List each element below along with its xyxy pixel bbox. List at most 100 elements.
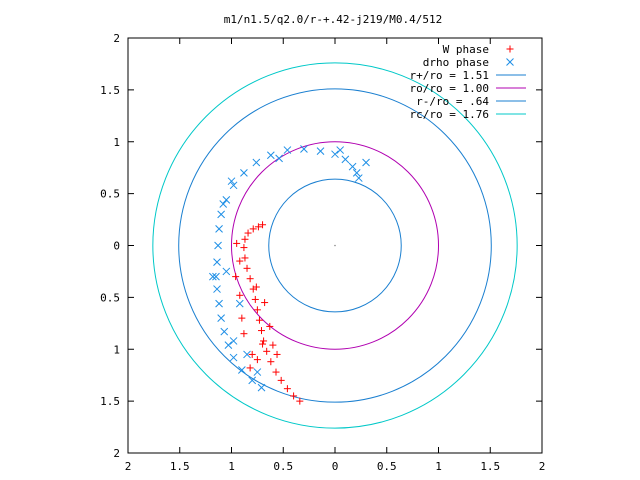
w-phase-point <box>240 244 248 252</box>
drho-phase-point <box>283 146 292 154</box>
drho-phase-point <box>213 258 221 266</box>
drho-phase-point <box>248 376 257 385</box>
w-phase-point <box>290 392 298 400</box>
w-phase-point <box>259 340 267 348</box>
y-tick-label: 1.5 <box>100 84 120 97</box>
x-tick-label: 1.5 <box>170 460 190 473</box>
y-axis-ticks: 2 1.5 1 0.5 0 0.5 1 1.5 2 <box>100 32 542 460</box>
circle-3 <box>152 62 518 429</box>
chart-title: m1/n1.5/q2.0/r-+.42-j219/M0.4/512 <box>224 13 443 26</box>
w-phase-point <box>273 350 281 358</box>
x-tick-label: 1 <box>435 460 442 473</box>
legend-label: r+/ro = 1.51 <box>410 69 489 82</box>
w-phase-point <box>252 283 260 291</box>
drho-phase-point <box>336 146 345 154</box>
drho-phase-point <box>237 366 246 374</box>
w-phase-point <box>238 314 246 322</box>
legend-label: drho phase <box>423 56 489 69</box>
drho-phase-point <box>341 155 350 164</box>
drho-phase-point <box>219 200 228 208</box>
drho-phase-point <box>212 272 220 281</box>
w-phase-point <box>272 368 280 376</box>
x-tick-label: 1 <box>228 460 235 473</box>
w-phase-point <box>277 376 285 384</box>
legend-label: rc/ro = 1.76 <box>410 108 489 121</box>
w-phase-point <box>296 397 304 405</box>
drho-phase-point <box>229 337 238 345</box>
x-tick-label: 0.5 <box>377 460 397 473</box>
w-phase-point <box>254 223 262 231</box>
drho-phase-point <box>316 147 325 155</box>
legend-label: ro/ro = 1.00 <box>410 82 489 95</box>
w-phase-point <box>232 273 240 281</box>
drho-phase-point <box>252 158 261 167</box>
origin-dot <box>334 244 336 247</box>
x-axis-ticks: 2 1.5 1 0.5 0 0.5 1 1.5 2 <box>125 38 546 473</box>
drho-phase-point <box>217 314 226 322</box>
w-phase-point <box>267 358 275 366</box>
w-phase-point <box>253 356 261 364</box>
y-tick-label: 0.5 <box>100 188 120 201</box>
drho-phase-point <box>362 158 370 167</box>
w-phase-point <box>259 221 267 229</box>
drho-phase-point <box>224 341 233 349</box>
drho-phase-point <box>257 383 266 392</box>
circle-1 <box>231 141 439 350</box>
drho-phase-point <box>209 272 217 281</box>
legend-marker <box>506 58 514 66</box>
reference-circles <box>152 62 518 429</box>
drho-phase-point <box>214 241 222 250</box>
w-phase-point <box>251 295 259 303</box>
w-phase-point <box>246 275 254 283</box>
drho-phase-point <box>235 299 244 308</box>
w-phase-point <box>261 299 269 307</box>
drho-phase-point <box>275 154 283 163</box>
w-phase-point <box>260 337 268 345</box>
w-phase-point <box>246 364 254 372</box>
w-phase-point <box>248 350 256 358</box>
w-phase-point <box>249 225 257 233</box>
w-phase-point <box>236 257 244 265</box>
drho-phase-point <box>266 151 275 160</box>
legend-label: W phase <box>443 43 489 56</box>
drho-phase-point <box>217 210 226 219</box>
x-tick-label: 1.5 <box>480 460 500 473</box>
w-phase-point <box>233 239 241 247</box>
drho-phase-point <box>215 299 223 308</box>
drho-phase-point <box>229 353 238 362</box>
drho-phase-point <box>253 368 262 376</box>
w-phase-point <box>255 316 263 324</box>
w-phase-point <box>266 322 274 330</box>
x-tick-label: 0.5 <box>273 460 293 473</box>
drho-phase-point <box>331 150 339 159</box>
w-phase-point <box>241 235 249 243</box>
drho-phase-point <box>348 162 357 171</box>
y-tick-label: 1.5 <box>100 395 120 408</box>
w-phase-point <box>263 347 271 355</box>
y-tick-label: 2 <box>113 447 120 460</box>
data-points <box>209 145 370 405</box>
w-phase-point <box>240 330 248 338</box>
circle-0 <box>178 88 492 403</box>
drho-phase-point <box>222 195 231 204</box>
y-tick-label: 2 <box>113 32 120 45</box>
legend-label: r-/ro = .64 <box>416 95 489 108</box>
w-phase-point <box>269 341 277 349</box>
circle-2 <box>268 178 402 313</box>
drho-phase-point <box>222 267 231 276</box>
y-tick-label: 1 <box>113 136 120 149</box>
drho-phase-point <box>243 350 251 359</box>
x-tick-label: 2 <box>539 460 546 473</box>
legend-marker <box>506 45 514 53</box>
w-phase-point <box>253 306 261 314</box>
drho-phase-point <box>227 177 236 186</box>
y-tick-label: 1 <box>113 343 120 356</box>
drho-phase-point <box>352 169 361 177</box>
drho-phase-point <box>300 145 308 153</box>
drho-phase-point <box>220 327 229 336</box>
w-phase-point <box>236 291 244 299</box>
x-tick-label: 2 <box>125 460 132 473</box>
drho-phase-point <box>229 181 238 190</box>
w-phase-point <box>241 254 249 262</box>
